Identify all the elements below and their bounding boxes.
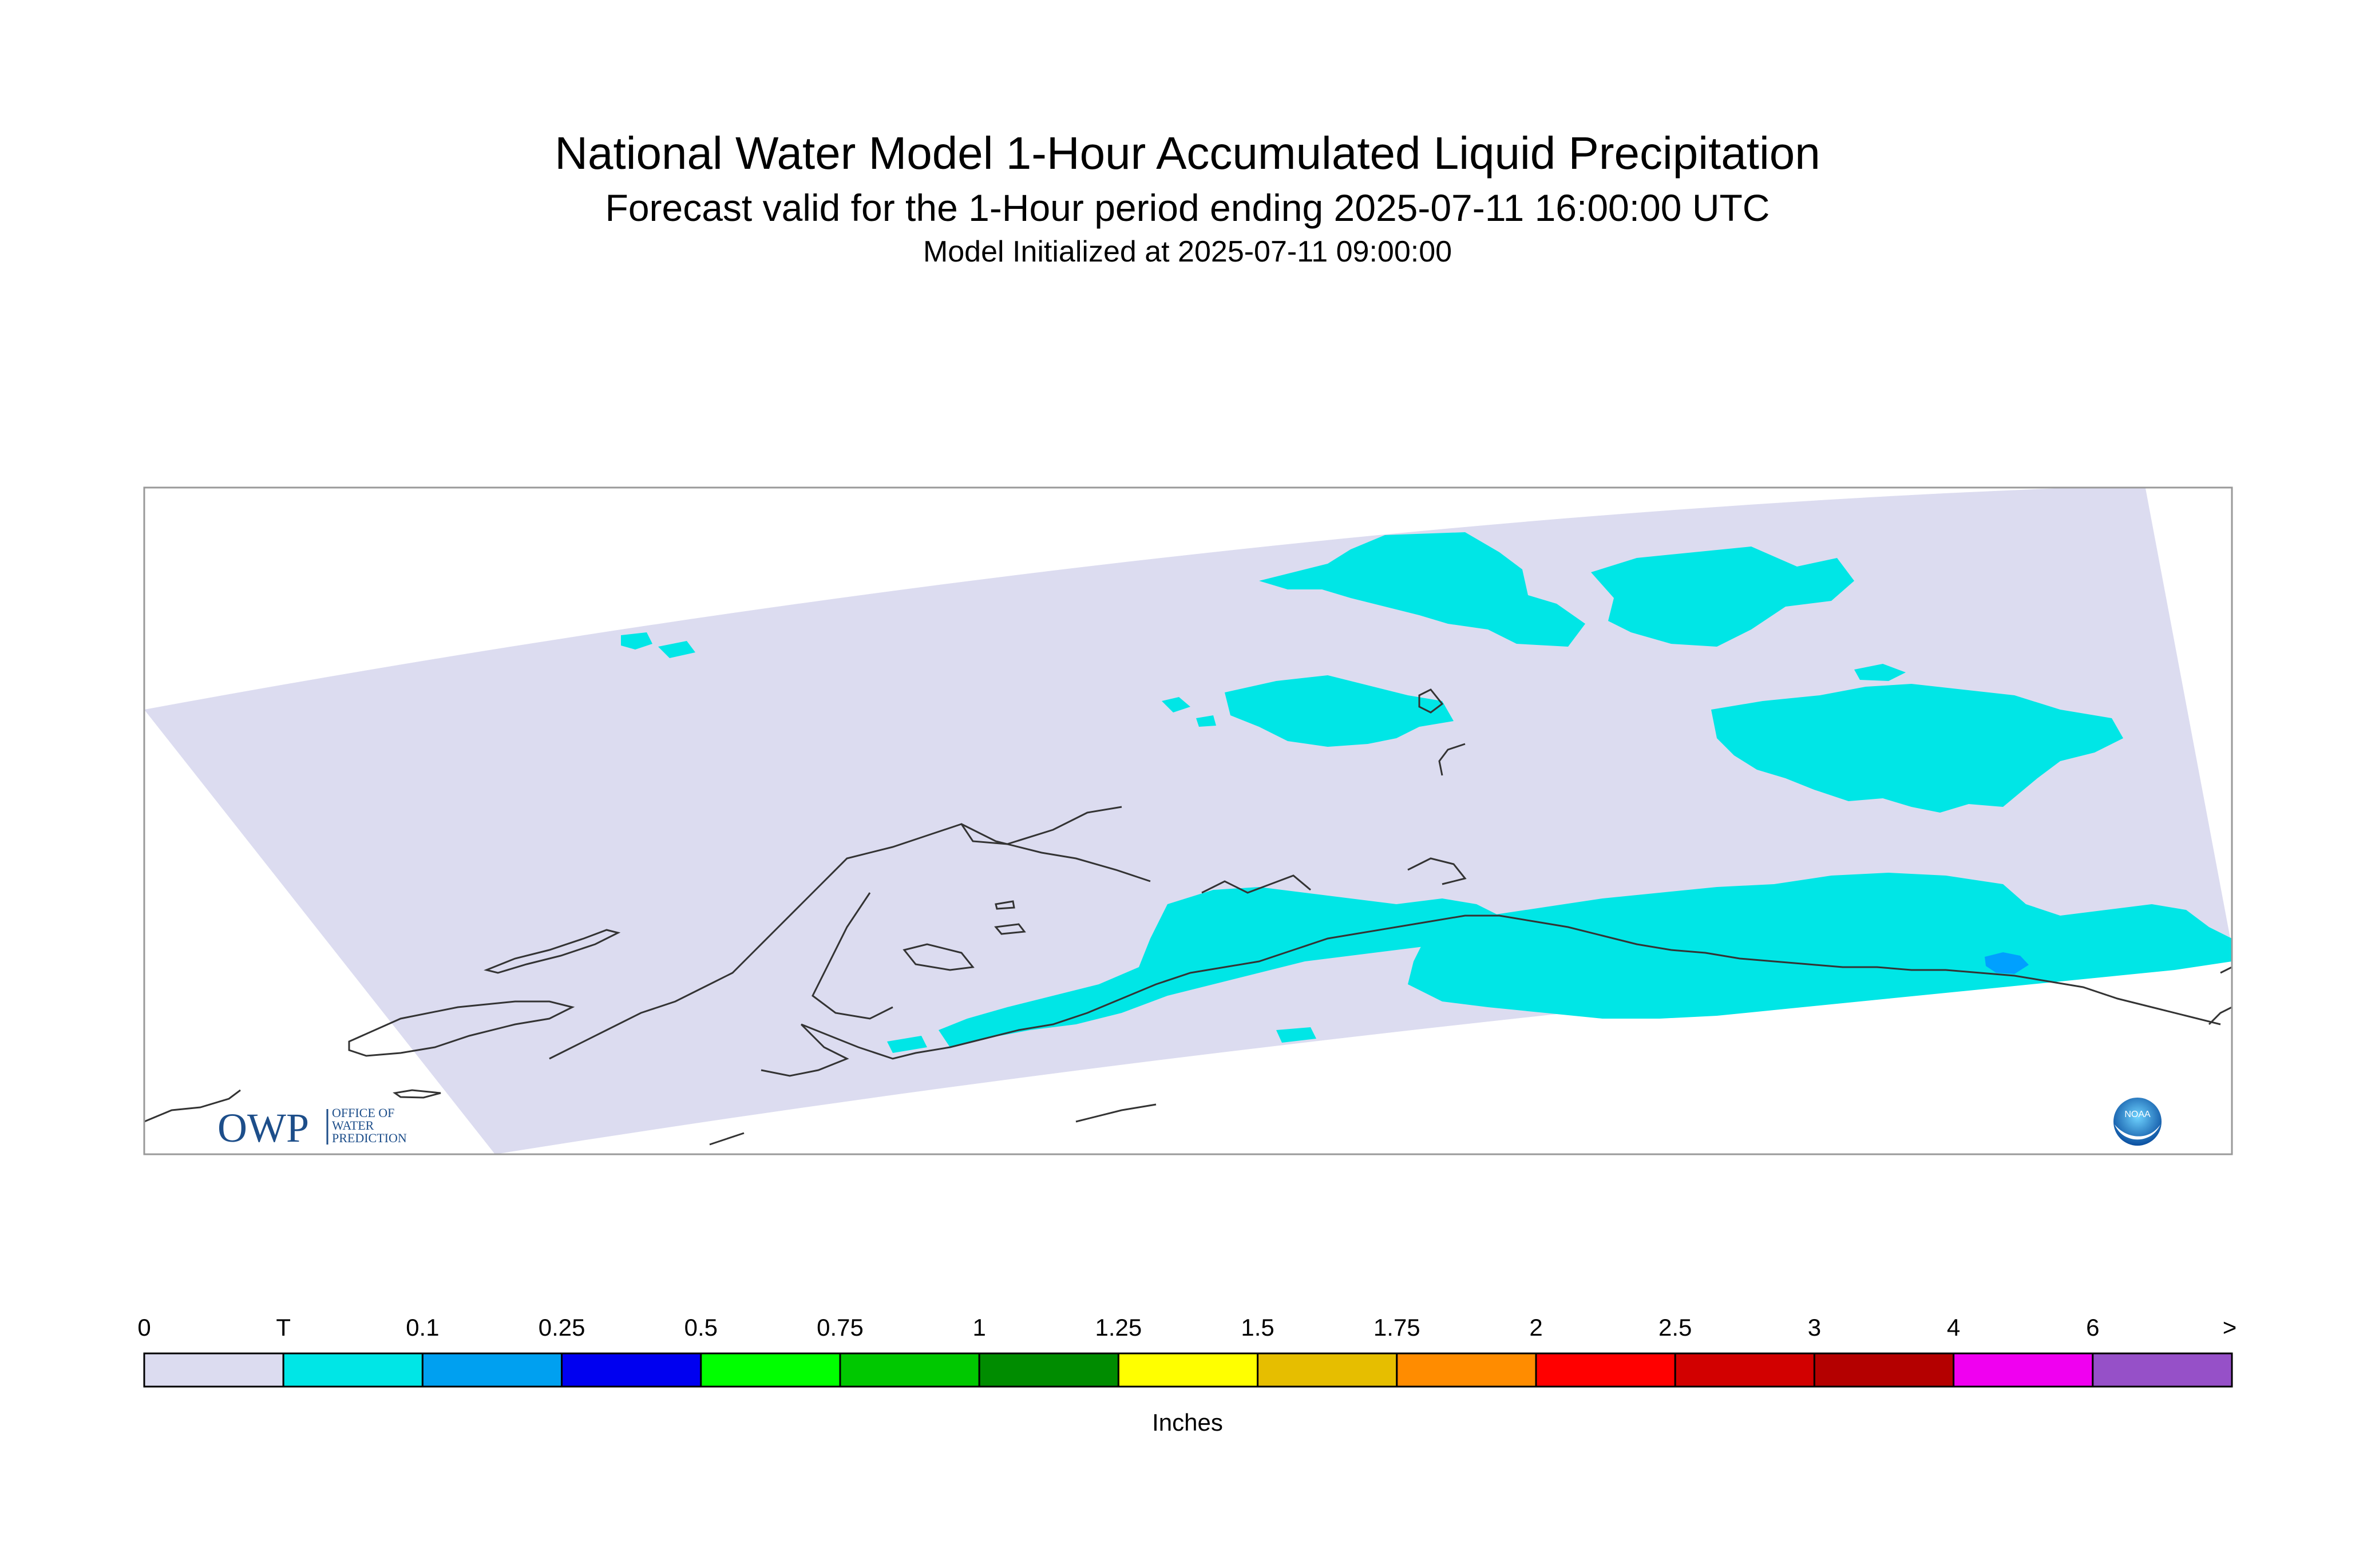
precip-area <box>1162 697 1190 712</box>
coastline <box>709 1132 745 1146</box>
colorbar-swatch <box>839 1352 980 1388</box>
coastline <box>1075 1103 1157 1123</box>
svg-text:WATER: WATER <box>332 1118 374 1133</box>
colorbar-tick-label: T <box>276 1314 291 1341</box>
coastline <box>484 929 621 974</box>
coastline <box>1201 874 1311 894</box>
precip-area <box>1591 547 1854 647</box>
owp-logo: OWP OFFICE OF WATER PREDICTION <box>217 1105 407 1151</box>
colorbar-swatch <box>143 1352 284 1388</box>
colorbar-swatch <box>282 1352 423 1388</box>
colorbar-tick-label: 1 <box>972 1314 986 1341</box>
svg-text:OFFICE OF: OFFICE OF <box>332 1106 394 1120</box>
coastline <box>1407 857 1467 885</box>
noaa-logo: NOAA <box>2113 1098 2162 1146</box>
colorbar-swatch <box>1117 1352 1259 1388</box>
colorbar-swatch <box>1674 1352 1815 1388</box>
colorbar-tick-label: > <box>2222 1314 2237 1341</box>
colorbar-tick-label: 0.25 <box>538 1314 585 1341</box>
colorbar-tick-label: 0.75 <box>817 1314 864 1341</box>
colorbar-swatch <box>421 1352 563 1388</box>
precip-area <box>1854 664 1906 681</box>
map-frame <box>143 486 2233 1155</box>
colorbar-tick-label: 3 <box>1807 1314 1822 1341</box>
coastline <box>348 1000 575 1057</box>
colorbar-swatch <box>561 1352 702 1388</box>
svg-text:OWP: OWP <box>217 1105 309 1151</box>
coastline <box>549 806 1122 1060</box>
model-domain <box>144 488 2232 1154</box>
coastline <box>1418 688 1444 714</box>
precip-area <box>887 1036 927 1053</box>
precip-area <box>1196 715 1216 727</box>
coastline <box>2208 1006 2232 1025</box>
colorbar-tick-label: 0.5 <box>684 1314 718 1341</box>
precip-area <box>1711 684 2123 813</box>
map-title: National Water Model 1-Hour Accumulated … <box>555 128 1820 179</box>
colorbar <box>143 1352 2233 1388</box>
colorbar-tick-label: 0 <box>137 1314 151 1341</box>
svg-text:PREDICTION: PREDICTION <box>332 1131 407 1145</box>
model-init-line: Model Initialized at 2025-07-11 09:00:00 <box>923 235 1452 268</box>
colorbar-tick-label: 1.25 <box>1095 1314 1142 1341</box>
coastline <box>2220 966 2232 974</box>
precip-area <box>1408 873 2232 1019</box>
map-panel <box>144 488 2232 1154</box>
colorbar-tick-label: 6 <box>2086 1314 2100 1341</box>
precip-area <box>658 641 695 658</box>
coastline <box>761 1023 849 1077</box>
precip-area <box>939 887 1499 1047</box>
colorbar-units: Inches <box>1152 1409 1223 1436</box>
coastline <box>902 943 975 971</box>
coastline <box>812 892 893 1020</box>
colorbar-swatch <box>978 1352 1119 1388</box>
coastline <box>801 914 2221 1060</box>
colorbar-tick-label: 2.5 <box>1658 1314 1692 1341</box>
colorbar-swatch <box>2092 1352 2233 1388</box>
light-precip-area <box>1985 952 2029 974</box>
coastlines <box>144 688 2232 1146</box>
svg-text:NOAA: NOAA <box>2124 1110 2151 1119</box>
coastline <box>994 923 1026 935</box>
coastline <box>995 900 1015 910</box>
colorbar-tick-label: 2 <box>1529 1314 1543 1341</box>
colorbar-swatch <box>1535 1352 1676 1388</box>
precip-area <box>1225 675 1454 747</box>
colorbar-swatch <box>1813 1352 1955 1388</box>
precip-area <box>1259 532 1585 647</box>
colorbar-tick-label: 0.1 <box>406 1314 440 1341</box>
coastline <box>1438 743 1466 776</box>
colorbar-swatch <box>1396 1352 1537 1388</box>
colorbar-tick-label: 4 <box>1946 1314 1961 1341</box>
colorbar-swatch <box>1257 1352 1398 1388</box>
trace-precip-areas <box>621 532 2232 1053</box>
colorbar-tick-label: 1.75 <box>1373 1314 1420 1341</box>
coastline <box>393 1089 441 1099</box>
map-subtitle: Forecast valid for the 1-Hour period end… <box>605 187 1770 229</box>
precip-area <box>621 632 652 650</box>
coastline <box>144 1089 241 1123</box>
colorbar-swatch <box>1953 1352 2094 1388</box>
coastline <box>961 823 1151 882</box>
colorbar-swatch <box>700 1352 841 1388</box>
precip-area <box>1276 1027 1316 1043</box>
colorbar-tick-label: 1.5 <box>1241 1314 1274 1341</box>
